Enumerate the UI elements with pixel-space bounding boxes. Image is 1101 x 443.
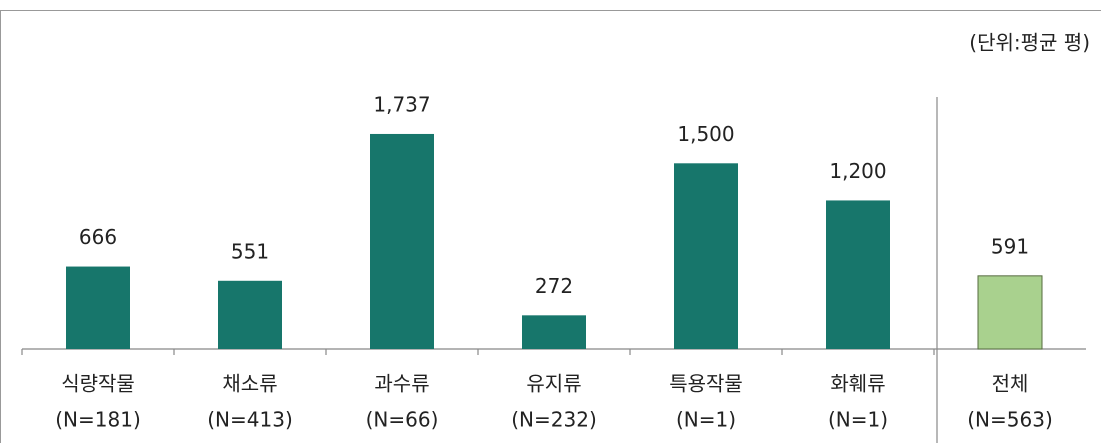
bar xyxy=(370,133,434,349)
value-label: 666 xyxy=(79,225,117,249)
n-label: (N=1) xyxy=(828,408,888,432)
n-label: (N=563) xyxy=(967,408,1053,432)
x-tick-label: 과수류 xyxy=(374,372,429,396)
value-label: 1,737 xyxy=(373,92,430,116)
x-tick-label: 특용작물 xyxy=(669,372,743,396)
bar xyxy=(674,163,738,349)
x-tick-label: 채소류 xyxy=(222,372,277,396)
bar xyxy=(826,200,890,349)
bar xyxy=(522,315,586,349)
value-label: 1,200 xyxy=(829,159,886,183)
bar xyxy=(218,280,282,349)
x-tick-label: 식량작물 xyxy=(61,372,135,396)
n-label: (N=181) xyxy=(55,408,141,432)
x-tick-label: 전체 xyxy=(992,372,1029,396)
x-tick-label: 화훼류 xyxy=(830,372,885,396)
frame xyxy=(0,10,1101,443)
value-label: 591 xyxy=(991,234,1029,258)
value-label: 272 xyxy=(535,274,573,298)
n-label: (N=66) xyxy=(366,408,439,432)
value-label: 1,500 xyxy=(677,122,734,146)
n-label: (N=232) xyxy=(511,408,597,432)
x-tick-label: 유지류 xyxy=(526,372,581,396)
value-label: 551 xyxy=(231,239,269,263)
n-label: (N=413) xyxy=(207,408,293,432)
n-label: (N=1) xyxy=(676,408,736,432)
unit-label: (단위:평균 평) xyxy=(969,31,1090,55)
bar xyxy=(66,266,130,349)
bar xyxy=(977,275,1043,350)
